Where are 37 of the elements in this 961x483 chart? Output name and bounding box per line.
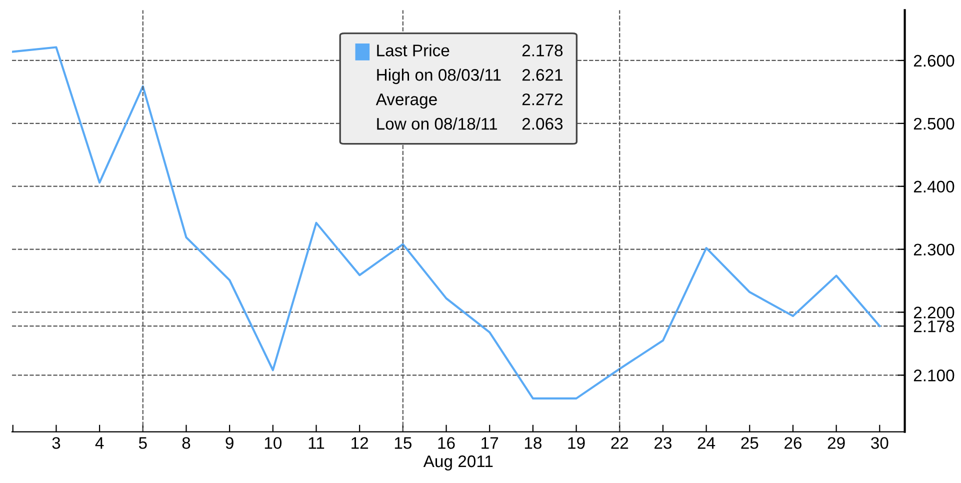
- x-tick-label: 17: [482, 437, 498, 449]
- x-tick-label: 19: [568, 437, 585, 449]
- x-tick-label: 30: [871, 437, 888, 449]
- annotation: 2.272: [522, 93, 562, 106]
- annotation: 2.063: [522, 118, 563, 130]
- y-tick-label: 2.200: [914, 306, 954, 318]
- x-tick-label: 10: [264, 437, 282, 449]
- y-tick-label: 2.500: [914, 118, 954, 130]
- annotation: High on 08/03/11: [377, 68, 501, 84]
- x-axis-title: Aug 2011: [423, 455, 493, 471]
- x-tick-label: 26: [784, 437, 802, 449]
- x-tick-label: 4: [95, 437, 104, 449]
- x-tick-label: 16: [438, 437, 455, 449]
- x-tick-label: 12: [352, 437, 368, 449]
- y-tick-label: 2.300: [914, 244, 954, 256]
- x-tick-label: 8: [182, 437, 190, 449]
- x-tick-label: 24: [698, 437, 716, 449]
- annotation: Average: [376, 94, 437, 109]
- y-tick-label: 2.178: [914, 320, 954, 332]
- x-tick-label: 3: [52, 437, 60, 449]
- y-tick-label: 2.400: [914, 180, 954, 193]
- x-tick-label: 15: [394, 437, 412, 449]
- annotation: Low on 08/18/11: [377, 117, 498, 130]
- x-tick-label: 22: [611, 437, 628, 449]
- x-tick-label: 9: [226, 437, 234, 449]
- y-tick-label: 2.600: [914, 54, 954, 67]
- x-tick-label: 23: [654, 437, 672, 449]
- x-tick-label: 18: [524, 437, 542, 449]
- line-series: [12, 46, 881, 400]
- x-tick-label: 5: [138, 437, 147, 449]
- x-tick-label: 29: [828, 437, 845, 449]
- annotation: 2.178: [522, 44, 563, 56]
- x-tick-label: 25: [741, 437, 758, 449]
- annotation: 2.621: [522, 69, 562, 81]
- x-tick-label: 11: [308, 437, 324, 449]
- y-tick-label: 2.100: [914, 370, 954, 382]
- legend-label: Last Price: [377, 44, 450, 56]
